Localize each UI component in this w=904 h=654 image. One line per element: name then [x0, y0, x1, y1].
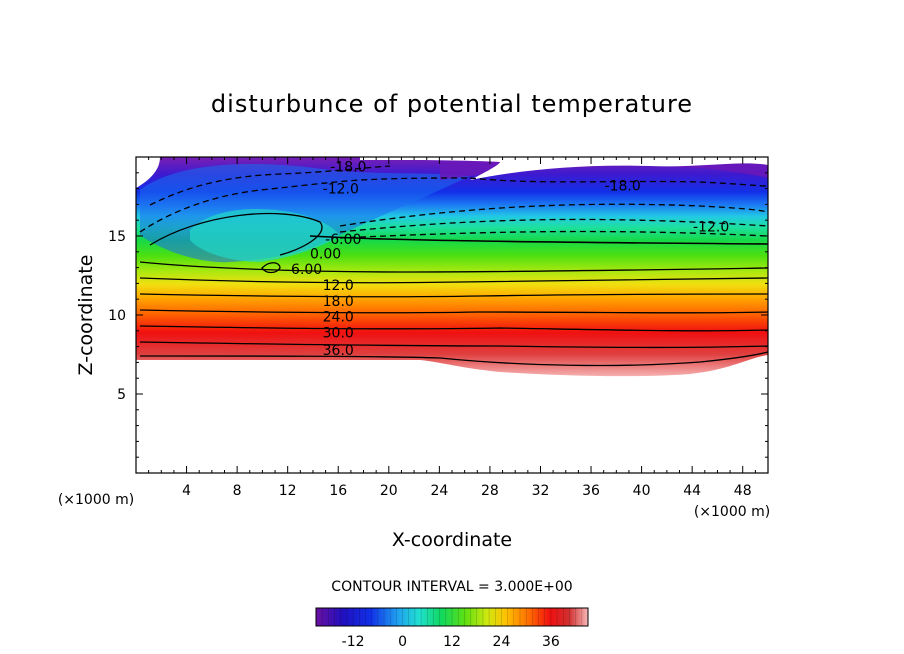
x-tick-label: 16: [329, 483, 347, 499]
contour-line: [139, 177, 471, 233]
contour-line: [261, 262, 281, 274]
x-tick-label: 40: [633, 483, 651, 499]
x-tick-label: 28: [481, 483, 499, 499]
x-tick-label: 24: [430, 483, 448, 499]
contour-label: -18.0: [330, 159, 366, 175]
y-tick-label: 15: [108, 229, 126, 245]
contour-label: 36.0: [323, 343, 354, 359]
contour-labels: -18.0 -12.0 -18.0 -12.0 -6.000.006.0012.018.…: [291, 159, 729, 358]
x-axis-label: X-coordinate: [392, 529, 512, 551]
contour-line: [469, 177, 768, 187]
x-tick-label: 20: [380, 483, 398, 499]
x-tick-label: 12: [279, 483, 297, 499]
contour-line: [149, 212, 323, 256]
colorbar-tick-label: 12: [443, 634, 461, 650]
contour-line: [139, 351, 768, 367]
x-tick-label: 32: [532, 483, 550, 499]
x-right-unit-label: (×1000 m): [694, 504, 770, 520]
contour-lines: [139, 165, 768, 367]
y-axis-label: Z-coordinate: [75, 255, 97, 376]
contour-line: [149, 165, 391, 206]
contour-label: 30.0: [323, 325, 354, 341]
colorbar-ticks: -12 0 12 24 36: [342, 634, 560, 650]
contour-label: 24.0: [323, 310, 354, 326]
colorbar-tick-label: 0: [398, 634, 407, 650]
contour-label: -18.0: [605, 178, 641, 194]
y-tick-label: 5: [117, 387, 126, 403]
contour-label: 6.00: [291, 262, 322, 278]
y-axis-ticks: 5 10 15: [108, 172, 768, 458]
contour-line: [139, 309, 768, 314]
x-axis-ticks: 4 8 12 16 20 24 28 32 36 40 44 48: [148, 157, 756, 499]
x-tick-label: 44: [683, 483, 701, 499]
contour-line: [309, 235, 768, 245]
colorbar-tick-label: 24: [493, 634, 511, 650]
contour-line: [139, 341, 768, 349]
colorbar-tick-label: 36: [542, 634, 560, 650]
x-tick-label: 36: [582, 483, 600, 499]
x-tick-label: 8: [233, 483, 242, 499]
filled-field: [136, 157, 768, 377]
y-tick-label: 10: [108, 308, 126, 324]
contour-label: -6.00: [325, 232, 361, 248]
contour-interval-text: CONTOUR INTERVAL = 3.000E+00: [331, 579, 572, 595]
white-gap-top-mid: [360, 157, 768, 180]
x-tick-label: 4: [182, 483, 191, 499]
colorbar-tick-label: -12: [342, 634, 365, 650]
colorbar: [315, 607, 589, 627]
colorbar-stripes: [315, 608, 589, 626]
contour-label: -12.0: [323, 182, 359, 198]
contour-label: 0.00: [310, 246, 341, 262]
cyan-blob: [190, 209, 340, 262]
x-left-unit-label: (×1000 m): [58, 492, 134, 508]
contour-label: 12.0: [323, 278, 354, 294]
contour-line: [139, 261, 768, 273]
contour-label: -12.0: [693, 220, 729, 236]
x-tick-label: 48: [734, 483, 752, 499]
contour-line: [339, 203, 768, 227]
contour-line: [139, 277, 768, 284]
contour-line: [139, 325, 768, 332]
chart-title: disturbunce of potential temperature: [211, 90, 693, 118]
contour-line: [339, 230, 768, 239]
contour-label: 18.0: [323, 294, 354, 310]
contour-line: [139, 293, 768, 298]
white-gap-top-left: [136, 157, 160, 188]
